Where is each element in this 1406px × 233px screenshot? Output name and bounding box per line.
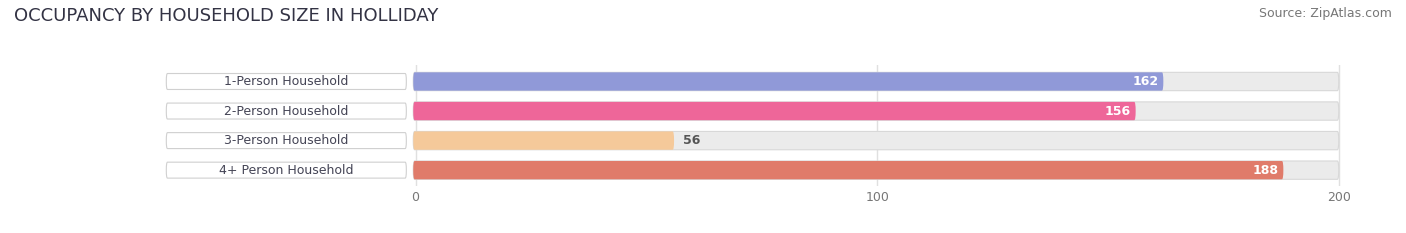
FancyBboxPatch shape bbox=[413, 72, 1163, 91]
Text: OCCUPANCY BY HOUSEHOLD SIZE IN HOLLIDAY: OCCUPANCY BY HOUSEHOLD SIZE IN HOLLIDAY bbox=[14, 7, 439, 25]
Text: 156: 156 bbox=[1105, 105, 1130, 117]
Text: Source: ZipAtlas.com: Source: ZipAtlas.com bbox=[1258, 7, 1392, 20]
FancyBboxPatch shape bbox=[166, 162, 406, 178]
Text: 2-Person Household: 2-Person Household bbox=[224, 105, 349, 117]
FancyBboxPatch shape bbox=[413, 102, 1339, 120]
FancyBboxPatch shape bbox=[413, 131, 1339, 150]
Text: 188: 188 bbox=[1253, 164, 1278, 177]
Text: 3-Person Household: 3-Person Household bbox=[224, 134, 349, 147]
FancyBboxPatch shape bbox=[166, 133, 406, 149]
FancyBboxPatch shape bbox=[166, 103, 406, 119]
Text: 162: 162 bbox=[1133, 75, 1159, 88]
FancyBboxPatch shape bbox=[413, 161, 1339, 179]
Text: 56: 56 bbox=[683, 134, 700, 147]
FancyBboxPatch shape bbox=[413, 161, 1284, 179]
FancyBboxPatch shape bbox=[413, 102, 1136, 120]
Text: 1-Person Household: 1-Person Household bbox=[224, 75, 349, 88]
FancyBboxPatch shape bbox=[413, 72, 1339, 91]
FancyBboxPatch shape bbox=[413, 131, 673, 150]
Text: 4+ Person Household: 4+ Person Household bbox=[219, 164, 353, 177]
FancyBboxPatch shape bbox=[166, 74, 406, 89]
